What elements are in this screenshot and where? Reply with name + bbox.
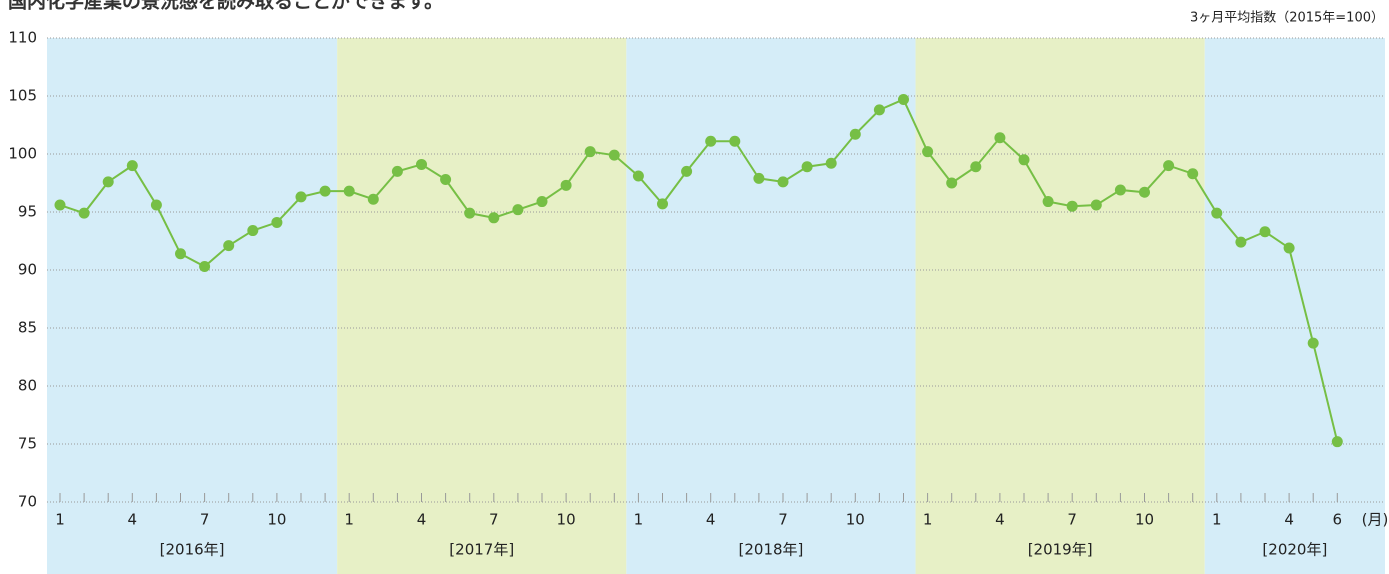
data-point: [681, 165, 693, 177]
chart-title: 国内化学産業の景況感を読み取ることができます。: [8, 0, 443, 13]
data-point: [271, 216, 283, 228]
y-tick-label: 90: [18, 261, 37, 279]
x-tick-label: 1: [923, 511, 933, 529]
data-point: [199, 261, 211, 273]
year-label: [2016年]: [160, 541, 225, 559]
data-point: [54, 199, 66, 211]
data-point: [632, 170, 644, 182]
y-tick-label: 105: [8, 87, 37, 105]
x-tick-label: 10: [1135, 511, 1154, 529]
year-band: [626, 38, 916, 574]
x-tick-label: 7: [200, 511, 210, 529]
data-point: [1163, 160, 1175, 172]
x-tick-label: 7: [778, 511, 788, 529]
data-point: [1283, 242, 1295, 254]
data-point: [1090, 199, 1102, 211]
data-point: [970, 161, 982, 173]
data-point: [223, 240, 235, 252]
y-tick-label: 80: [18, 377, 37, 395]
data-point: [488, 212, 500, 224]
data-point: [873, 104, 885, 116]
data-point: [922, 146, 934, 158]
y-tick-label: 95: [18, 203, 37, 221]
data-point: [102, 176, 114, 188]
data-point: [825, 157, 837, 169]
x-tick-label: 1: [55, 511, 65, 529]
data-point: [849, 128, 861, 140]
x-tick-label: 4: [1284, 511, 1294, 529]
year-band: [337, 38, 627, 574]
data-point: [175, 248, 186, 260]
data-point: [1307, 337, 1319, 349]
data-point: [1259, 226, 1271, 238]
data-point: [753, 172, 765, 184]
data-point: [295, 191, 307, 203]
data-point: [464, 207, 476, 219]
data-point: [1211, 207, 1223, 219]
x-tick-label: 4: [995, 511, 1005, 529]
data-point: [801, 161, 813, 173]
year-band: [1204, 38, 1385, 574]
data-point: [777, 176, 789, 188]
year-label: [2019年]: [1028, 541, 1093, 559]
chart-subtitle: 3ヶ月平均指数（2015年=100）: [1190, 11, 1384, 26]
data-point: [705, 135, 717, 147]
x-tick-label: 7: [489, 511, 499, 529]
x-tick-label: 10: [267, 511, 286, 529]
y-tick-label: 75: [18, 435, 37, 453]
data-point: [994, 132, 1006, 144]
x-tick-label: 10: [846, 511, 865, 529]
data-point: [440, 174, 452, 186]
x-unit: (月): [1362, 511, 1389, 529]
data-point: [367, 193, 379, 205]
data-point: [150, 199, 162, 211]
data-point: [512, 204, 524, 216]
x-tick-label: 10: [557, 511, 576, 529]
data-point: [319, 185, 331, 197]
data-point: [343, 185, 355, 197]
x-tick-label: 1: [1212, 511, 1222, 529]
data-point: [126, 160, 138, 172]
data-point: [1114, 184, 1126, 196]
year-label: [2018年]: [739, 541, 804, 559]
y-tick-label: 110: [8, 29, 37, 47]
data-point: [657, 198, 668, 210]
data-point: [78, 207, 90, 219]
data-point: [946, 177, 958, 189]
data-point: [247, 225, 259, 237]
data-point: [560, 179, 572, 191]
data-point: [1018, 154, 1030, 166]
x-tick-label: 4: [417, 511, 427, 529]
x-tick-label: 6: [1333, 511, 1343, 529]
year-label: [2017年]: [449, 541, 514, 559]
data-point: [898, 93, 909, 105]
year-band: [47, 38, 338, 574]
x-tick-label: 7: [1067, 511, 1077, 529]
y-tick-label: 100: [8, 145, 37, 163]
x-tick-label: 4: [128, 511, 138, 529]
year-band: [915, 38, 1205, 574]
data-point: [1066, 200, 1078, 212]
y-tick-label: 85: [18, 319, 37, 337]
x-tick-label: 4: [706, 511, 716, 529]
y-tick-label: 70: [18, 493, 37, 511]
data-point: [536, 196, 548, 208]
year-label: [2020年]: [1262, 541, 1327, 559]
data-point: [1187, 168, 1199, 180]
data-point: [416, 158, 427, 170]
data-point: [584, 146, 596, 158]
data-point: [1042, 196, 1054, 208]
data-point: [608, 149, 620, 161]
data-point: [1235, 236, 1247, 248]
data-point: [729, 135, 741, 147]
x-tick-label: 1: [634, 511, 644, 529]
data-point: [391, 165, 403, 177]
data-point: [1331, 436, 1343, 448]
data-point: [1139, 186, 1150, 198]
x-tick-label: 1: [344, 511, 354, 529]
